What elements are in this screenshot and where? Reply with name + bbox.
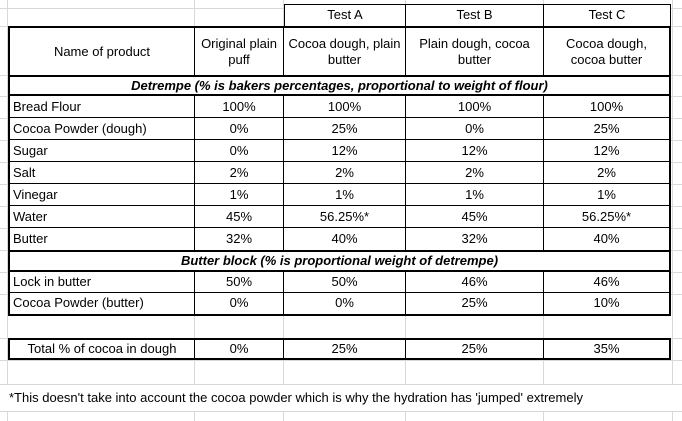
value-cell[interactable]: 56.25%* bbox=[581, 209, 632, 224]
butter-block-rows-block: Lock in butter 50% 50% 46% 46% Cocoa Pow… bbox=[8, 272, 671, 316]
butter-block-section-band[interactable]: Butter block (% is proportional weight o… bbox=[8, 250, 671, 272]
value-cell[interactable]: 0% bbox=[406, 118, 544, 139]
value-cell[interactable]: 100% bbox=[195, 96, 284, 117]
table-row: Lock in butter 50% 50% 46% 46% bbox=[10, 272, 669, 293]
footnote-text[interactable]: *This doesn't take into account the coco… bbox=[9, 390, 583, 405]
gridline bbox=[0, 384, 682, 385]
value-cell[interactable]: 25% bbox=[406, 293, 544, 314]
total-label-cell[interactable]: Total % of cocoa in dough bbox=[10, 340, 195, 358]
value-cell[interactable]: 45% bbox=[406, 206, 544, 227]
name-of-product-header-cell[interactable]: Name of product bbox=[10, 28, 195, 75]
table-row: Cocoa Powder (butter) 0% 0% 25% 10% bbox=[10, 293, 669, 314]
gridline bbox=[7, 0, 8, 421]
row-label-cell[interactable]: Water bbox=[10, 206, 195, 227]
value-cell[interactable]: 100% bbox=[284, 96, 406, 117]
column-header-row: Name of product Original plain puff Coco… bbox=[8, 26, 671, 75]
row-label-cell[interactable]: Butter bbox=[10, 228, 195, 250]
value-cell[interactable]: 12% bbox=[284, 140, 406, 161]
test-header-cell[interactable]: Test A bbox=[284, 4, 406, 26]
value-cell[interactable]: 2% bbox=[284, 162, 406, 183]
detrempe-rows-block: Bread Flour 100% 100% 100% 100% Cocoa Po… bbox=[8, 96, 671, 250]
footnote-row: *This doesn't take into account the coco… bbox=[0, 385, 682, 411]
value-cell[interactable]: 40% bbox=[593, 231, 620, 246]
value-cell[interactable]: 1% bbox=[406, 184, 544, 205]
value-cell[interactable]: 2% bbox=[195, 162, 284, 183]
table-row: Water 45% 56.25%* 45% 56.25%* bbox=[10, 206, 669, 228]
value-cell[interactable]: 0% bbox=[284, 293, 406, 314]
value-cell[interactable]: 2% bbox=[597, 165, 616, 180]
value-cell[interactable]: 0% bbox=[195, 118, 284, 139]
value-cell[interactable]: 1% bbox=[284, 184, 406, 205]
test-header-cell[interactable]: Test C bbox=[544, 4, 671, 26]
row-label-cell[interactable]: Vinegar bbox=[10, 184, 195, 205]
variant-header-cell[interactable]: Cocoa dough, plain butter bbox=[284, 28, 406, 75]
gridline bbox=[672, 0, 673, 421]
variant-header-cell[interactable]: Original plain puff bbox=[195, 28, 284, 75]
total-value-cell[interactable]: 25% bbox=[284, 340, 406, 358]
value-cell[interactable]: 46% bbox=[593, 274, 620, 289]
value-cell[interactable]: 100% bbox=[406, 96, 544, 117]
value-cell[interactable]: 1% bbox=[597, 187, 616, 202]
value-cell[interactable]: 0% bbox=[195, 293, 284, 314]
variant-header-cell[interactable]: Plain dough, cocoa butter bbox=[406, 28, 544, 75]
value-cell[interactable]: 32% bbox=[195, 228, 284, 250]
value-cell[interactable]: 50% bbox=[284, 272, 406, 292]
value-cell[interactable]: 0% bbox=[195, 140, 284, 161]
table-row: Bread Flour 100% 100% 100% 100% bbox=[10, 96, 669, 118]
value-cell[interactable]: 2% bbox=[406, 162, 544, 183]
row-label-cell[interactable]: Sugar bbox=[10, 140, 195, 161]
table-row: Sugar 0% 12% 12% 12% bbox=[10, 140, 669, 162]
variant-header-cell[interactable]: Cocoa dough, cocoa butter bbox=[566, 35, 647, 67]
table-row: Butter 32% 40% 32% 40% bbox=[10, 228, 669, 250]
row-label-cell[interactable]: Lock in butter bbox=[10, 272, 195, 292]
value-cell[interactable]: 50% bbox=[195, 272, 284, 292]
value-cell[interactable]: 56.25%* bbox=[284, 206, 406, 227]
row-label-cell[interactable]: Cocoa Powder (dough) bbox=[10, 118, 195, 139]
gridline bbox=[0, 411, 682, 412]
total-value-cell[interactable]: 25% bbox=[406, 340, 544, 358]
row-label-cell[interactable]: Cocoa Powder (butter) bbox=[10, 293, 195, 314]
detrempe-section-band[interactable]: Detrempe (% is bakers percentages, propo… bbox=[8, 75, 671, 96]
test-header-cell[interactable]: Test B bbox=[406, 4, 544, 26]
value-cell[interactable]: 25% bbox=[284, 118, 406, 139]
total-value-cell[interactable]: 0% bbox=[195, 340, 284, 358]
value-cell[interactable]: 45% bbox=[195, 206, 284, 227]
test-header-row: Test A Test B Test C bbox=[284, 4, 671, 26]
row-label-cell[interactable]: Bread Flour bbox=[10, 96, 195, 117]
row-label-cell[interactable]: Salt bbox=[10, 162, 195, 183]
table-row: Vinegar 1% 1% 1% 1% bbox=[10, 184, 669, 206]
value-cell[interactable]: 12% bbox=[593, 143, 620, 158]
value-cell[interactable]: 40% bbox=[284, 228, 406, 250]
table-row: Cocoa Powder (dough) 0% 25% 0% 25% bbox=[10, 118, 669, 140]
gridline bbox=[0, 360, 682, 361]
table-row: Salt 2% 2% 2% 2% bbox=[10, 162, 669, 184]
total-value-cell[interactable]: 35% bbox=[593, 341, 620, 356]
value-cell[interactable]: 10% bbox=[593, 295, 620, 310]
total-row: Total % of cocoa in dough 0% 25% 25% 35% bbox=[8, 338, 671, 360]
value-cell[interactable]: 32% bbox=[406, 228, 544, 250]
value-cell[interactable]: 46% bbox=[406, 272, 544, 292]
value-cell[interactable]: 12% bbox=[406, 140, 544, 161]
value-cell[interactable]: 25% bbox=[593, 121, 620, 136]
value-cell[interactable]: 1% bbox=[195, 184, 284, 205]
value-cell[interactable]: 100% bbox=[589, 99, 624, 114]
